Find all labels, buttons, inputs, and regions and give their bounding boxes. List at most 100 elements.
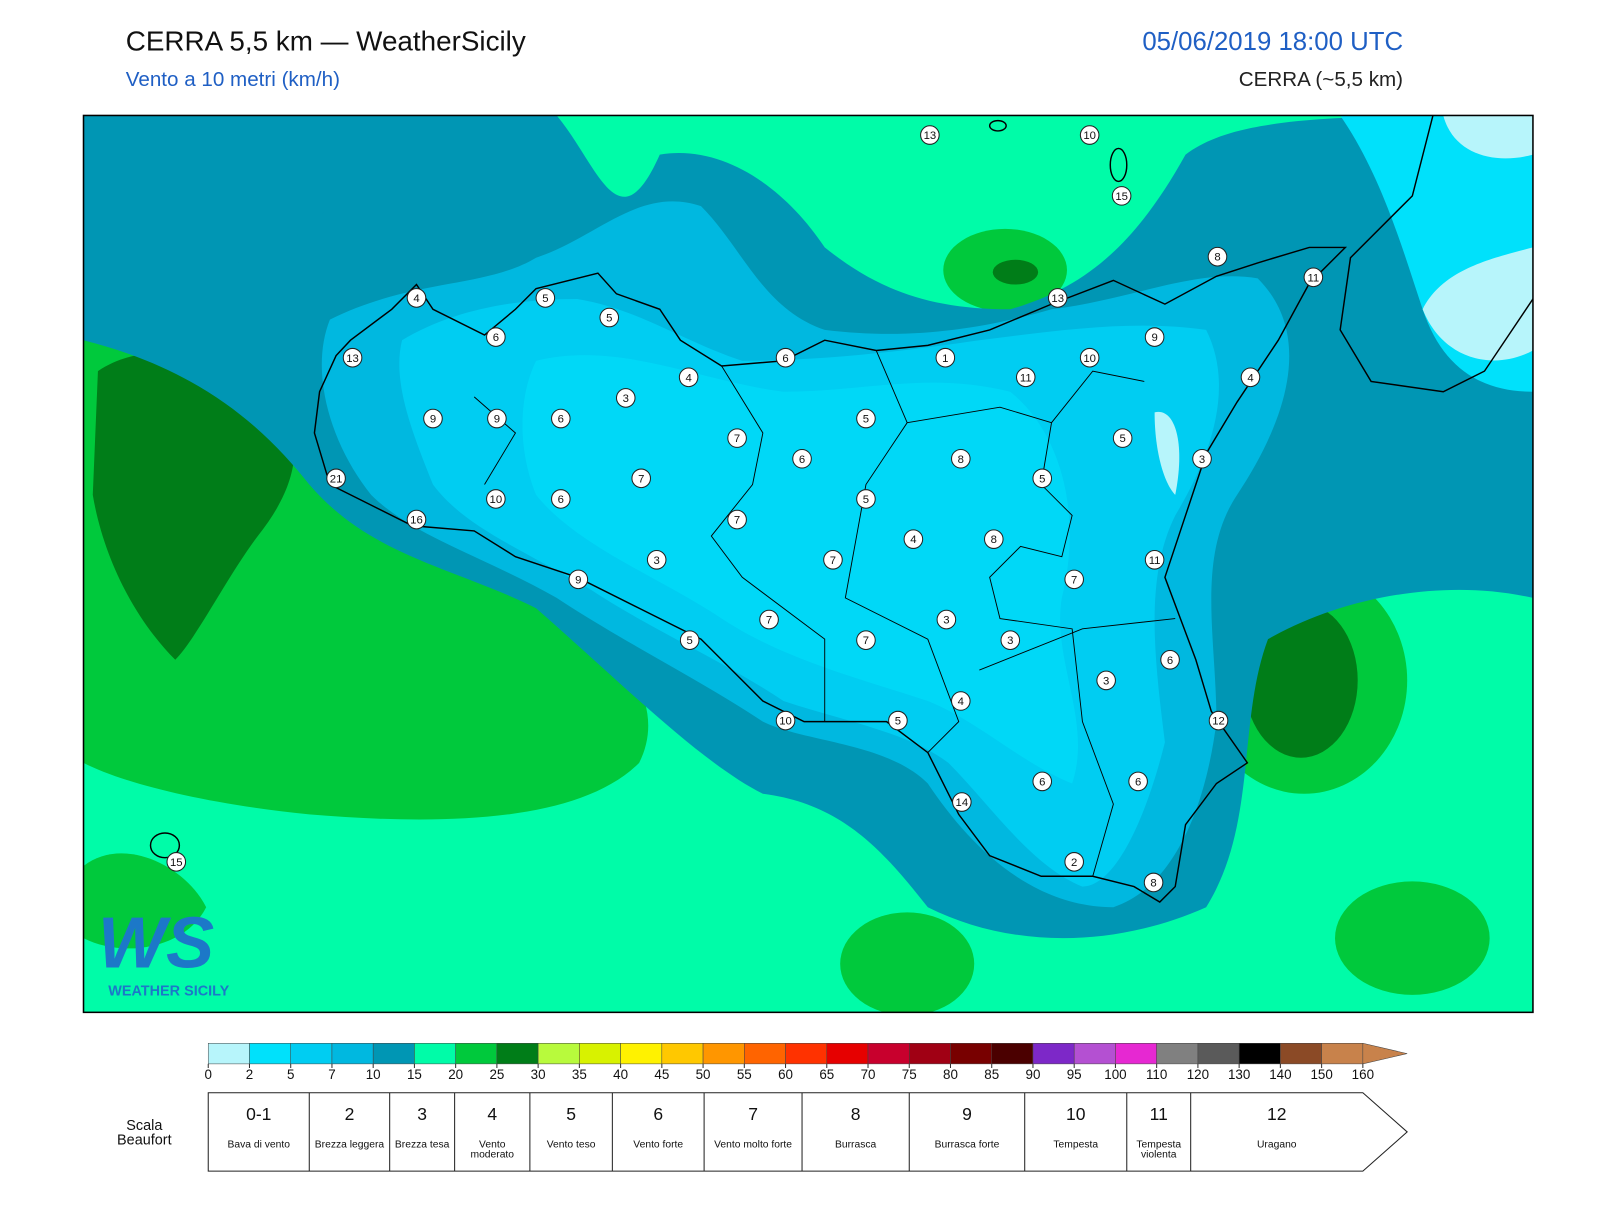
station-marker — [406, 288, 427, 308]
wind-label: 7 — [638, 473, 644, 485]
station-marker — [631, 468, 652, 489]
colorbar-segment — [1073, 1043, 1116, 1065]
colorbar-segment — [744, 1043, 786, 1065]
wind-label: 6 — [558, 414, 564, 426]
beaufort-description: Uragano — [1256, 1139, 1297, 1151]
colorbar-tick-label: 110 — [1146, 1067, 1167, 1082]
colorbar-tick-label: 150 — [1310, 1067, 1332, 1082]
wind-label: 6 — [1039, 776, 1045, 788]
beaufort-description: Vento forte — [633, 1139, 684, 1151]
station-marker — [1015, 367, 1036, 388]
colorbar-segment — [414, 1043, 456, 1065]
field — [83, 853, 207, 949]
station-marker — [423, 408, 443, 429]
colorbar-segment — [1321, 1043, 1364, 1065]
wind-label: 1 — [942, 353, 948, 365]
wind-label: 7 — [766, 615, 772, 627]
wind-label: 7 — [1071, 574, 1077, 586]
field — [1422, 247, 1533, 361]
wind-label: 3 — [623, 393, 629, 405]
wind-label: 3 — [1103, 675, 1109, 687]
calabria-coast — [1339, 115, 1534, 393]
colorbar-tick-label: 15 — [407, 1067, 422, 1082]
field — [92, 353, 295, 660]
beaufort-force: 6 — [653, 1104, 663, 1124]
station-marker — [679, 630, 700, 650]
wind-label: 5 — [542, 293, 548, 305]
beaufort-description: Brezza leggera — [314, 1139, 385, 1151]
wind-label: 11 — [1149, 555, 1161, 567]
wind-label: 4 — [1247, 372, 1253, 384]
station-marker — [935, 347, 956, 368]
station-marker — [1143, 872, 1164, 893]
beaufort-description: Tempesta violenta — [1136, 1139, 1182, 1161]
beaufort-force: 10 — [1066, 1104, 1086, 1124]
station-marker — [856, 489, 876, 509]
colorbar-segment — [702, 1043, 745, 1065]
station-marker — [775, 347, 796, 368]
station-marker — [856, 630, 876, 650]
sicily-coast — [313, 246, 1348, 903]
station-marker — [1160, 649, 1180, 670]
colorbar-segment — [1156, 1043, 1199, 1065]
colorbar-segment — [785, 1043, 828, 1065]
colorbar-segment — [867, 1043, 910, 1065]
station-marker — [823, 549, 843, 570]
wind-label: 10 — [1083, 130, 1096, 142]
station-marker — [599, 307, 620, 328]
model-label: CERRA (~5,5 km) — [1239, 68, 1403, 91]
wind-label: 7 — [734, 515, 740, 527]
colorbar-segment — [1238, 1043, 1281, 1065]
beaufort-frame — [207, 1092, 1408, 1172]
station-marker — [1240, 367, 1261, 388]
beaufort-force: 5 — [566, 1104, 576, 1124]
station-marker — [1208, 710, 1229, 731]
station-marker — [920, 125, 940, 145]
colorbar-segment — [908, 1043, 951, 1065]
station-marker — [678, 367, 699, 388]
island — [988, 119, 1007, 132]
beaufort-description: Tempesta — [1053, 1139, 1099, 1151]
colorbar-tick-label: 35 — [572, 1067, 587, 1082]
station-marker — [1144, 549, 1165, 570]
wind-label: 8 — [1150, 877, 1156, 889]
station-marker — [936, 609, 957, 630]
colorbar-tick-label: 70 — [861, 1067, 876, 1082]
coastline — [149, 115, 1534, 903]
wind-label: 12 — [1212, 716, 1225, 728]
colorbar-tick-label: 120 — [1187, 1067, 1209, 1082]
beaufort-force: 7 — [748, 1104, 758, 1124]
wind-label: 6 — [782, 353, 788, 365]
colorbar-segment — [455, 1043, 498, 1065]
island — [1109, 147, 1128, 183]
colorbar-tick-label: 25 — [489, 1067, 504, 1082]
wind-label: 6 — [1167, 655, 1173, 667]
wind-label: 5 — [863, 494, 869, 506]
colorbar-segment — [579, 1043, 621, 1065]
station-marker — [775, 710, 796, 731]
station-marker — [903, 529, 924, 549]
colorbar-tick-label: 130 — [1228, 1067, 1250, 1082]
map-fields — [83, 115, 1533, 1013]
wind-label: 15 — [170, 857, 183, 869]
field — [992, 259, 1039, 285]
wind-label: 5 — [687, 635, 693, 647]
beaufort-description: Vento teso — [546, 1139, 596, 1151]
beaufort-force: 4 — [487, 1104, 497, 1124]
wind-label: 7 — [863, 635, 869, 647]
station-marker — [759, 609, 779, 630]
station-marker — [952, 792, 972, 812]
wind-label: 5 — [606, 313, 612, 325]
wind-label: 3 — [654, 555, 660, 567]
logo-caption: WEATHER SICILY — [108, 984, 229, 1000]
colorbar-tick-label: 90 — [1026, 1067, 1041, 1082]
station-marker — [1079, 347, 1100, 368]
wind-label: 4 — [685, 372, 691, 384]
beaufort-description: Burrasca — [835, 1139, 877, 1151]
station-marker — [487, 408, 507, 429]
wind-label: 4 — [958, 696, 964, 708]
colorbar-segment — [1197, 1043, 1240, 1065]
station-marker — [406, 509, 427, 530]
colorbar-tick-label: 140 — [1269, 1067, 1291, 1082]
colorbar-segment — [826, 1043, 869, 1065]
